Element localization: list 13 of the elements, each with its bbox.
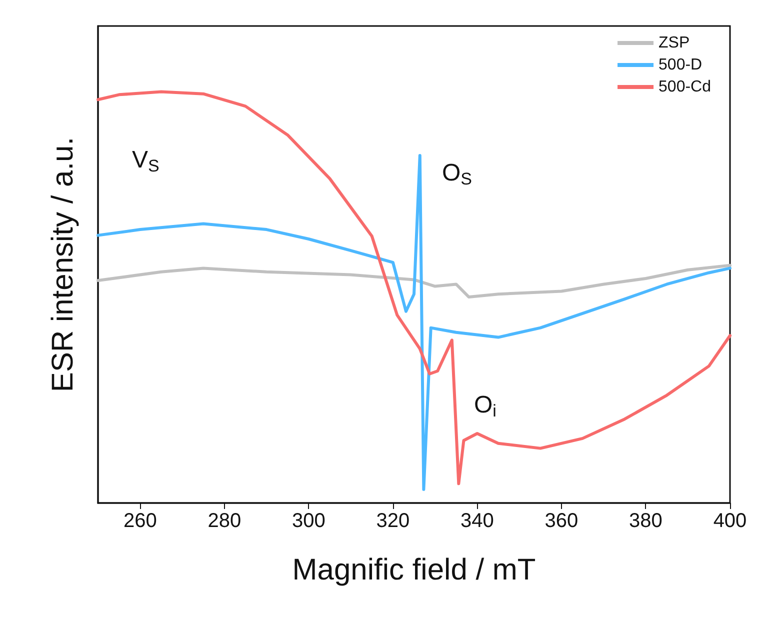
x-tick-label: 400 (713, 510, 747, 532)
x-tick-label: 340 (460, 510, 494, 532)
legend-label: 500-Cd (658, 78, 712, 96)
legend-label: 500-D (658, 56, 702, 74)
x-tick-label: 300 (292, 510, 326, 532)
x-tick-label: 360 (544, 510, 578, 532)
x-axis-title: Magnific field / mT (292, 554, 536, 586)
x-tick-label: 260 (123, 510, 157, 532)
x-tick-label: 380 (629, 510, 662, 532)
x-tick-label: 320 (376, 510, 410, 532)
legend-label: ZSP (658, 34, 690, 52)
x-tick-label: 280 (208, 510, 242, 532)
y-axis-title: ESR intensity / a.u. (46, 136, 80, 392)
